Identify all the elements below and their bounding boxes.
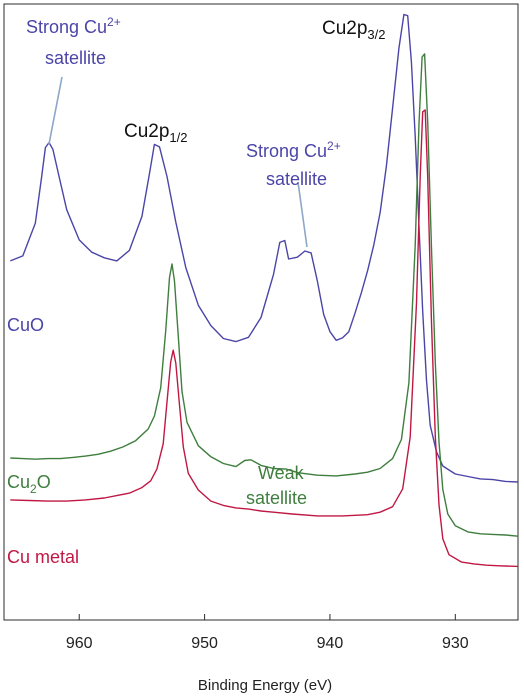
- series-label-cu2o: Cu2O: [7, 472, 51, 496]
- series-label-cuo: CuO: [7, 315, 44, 335]
- weak-satellite-label: Weak satellite: [246, 463, 309, 508]
- series-line-cuo: [10, 13, 519, 483]
- satellite-pointer-line-1: [48, 76, 63, 145]
- x-tick-label-950: 950: [191, 635, 218, 652]
- cu2p32-label: Cu2p3/2: [322, 18, 386, 42]
- x-tick-label-960: 960: [66, 635, 93, 652]
- series-layer: [10, 13, 519, 568]
- x-tick-label-940: 940: [317, 635, 344, 652]
- strong-satellite-label-2: Strong Cu2+ satellite: [246, 134, 346, 189]
- series-line-cu-o: [10, 53, 519, 537]
- strong-satellite-label-1: Strong Cu2+ satellite: [26, 10, 126, 68]
- x-axis-title: Binding Energy (eV): [198, 677, 332, 694]
- x-tick-label-930: 930: [442, 635, 469, 652]
- x-axis-ticks: 960 950 940 930: [66, 614, 469, 652]
- satellite-pointer-line-2: [297, 181, 308, 248]
- cu2p12-label: Cu2p1/2: [124, 121, 188, 145]
- series-line-cu-metal: [10, 109, 519, 568]
- plot-frame: [3, 3, 519, 621]
- series-label-cu-metal: Cu metal: [7, 547, 79, 567]
